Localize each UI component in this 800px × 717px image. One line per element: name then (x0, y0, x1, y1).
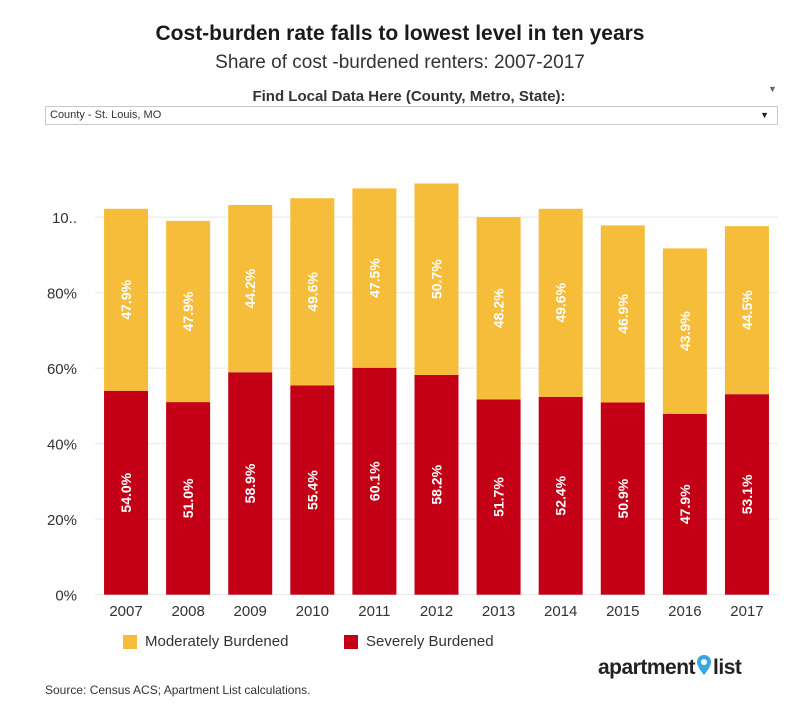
y-tick-label: 10.. (52, 210, 77, 227)
y-tick-label: 80% (47, 286, 77, 303)
bar-severe (662, 413, 707, 595)
data-label-moderate: 50.7% (429, 259, 445, 299)
data-label-severe: 58.9% (242, 463, 258, 503)
x-tick-label: 2008 (171, 603, 204, 620)
x-tick-label: 2010 (296, 603, 329, 620)
data-label-moderate: 48.2% (491, 288, 507, 328)
bar-moderate (228, 205, 273, 373)
data-label-severe: 50.9% (615, 478, 631, 518)
legend-label-severe: Severely Burdened (366, 633, 494, 650)
x-tick-label: 2009 (234, 603, 267, 620)
bar-moderate (166, 220, 211, 403)
chart-subtitle: Share of cost -burdened renters: 2007-20… (215, 52, 585, 73)
legend-item-severe[interactable]: Severely Burdened (344, 633, 494, 650)
location-select[interactable]: County - St. Louis, MO ▼ (45, 106, 778, 125)
x-tick-label: 2015 (606, 603, 639, 620)
data-label-severe: 51.0% (180, 478, 196, 518)
legend-swatch-moderate (123, 634, 137, 649)
bar-severe (414, 374, 459, 595)
x-tick-label: 2012 (420, 603, 453, 620)
data-label-moderate: 44.5% (739, 290, 755, 330)
stacked-bar-chart: 0% 20% 40% 60% 80% 10.. 54.0% 47.9% 2007 51.0% 47.… (47, 183, 778, 620)
data-label-moderate: 47.9% (118, 279, 134, 319)
bar-severe (228, 372, 273, 595)
bar-severe (538, 396, 583, 595)
x-tick-label: 2014 (544, 603, 577, 620)
data-label-severe: 53.1% (739, 474, 755, 514)
chart-title: Cost-burden rate falls to lowest level i… (155, 22, 645, 45)
bar-moderate (414, 183, 459, 375)
legend-item-moderate[interactable]: Moderately Burdened (123, 633, 288, 650)
x-tick-label: 2017 (730, 603, 763, 620)
data-label-severe: 52.4% (553, 475, 569, 515)
filter-menu-icon[interactable]: ▼ (768, 84, 777, 94)
bar-moderate (662, 248, 707, 414)
bar-moderate (104, 208, 149, 391)
bar-moderate (600, 225, 645, 403)
data-label-severe: 51.7% (491, 477, 507, 517)
location-select-value: County - St. Louis, MO (50, 109, 162, 121)
data-label-moderate: 44.2% (242, 268, 258, 308)
data-label-severe: 55.4% (304, 470, 320, 510)
legend-label-moderate: Moderately Burdened (145, 633, 289, 650)
bar-severe (600, 402, 645, 595)
x-tick-label: 2013 (482, 603, 515, 620)
bar-severe (104, 390, 149, 595)
data-label-moderate: 49.6% (304, 271, 320, 311)
y-tick-label: 40% (47, 437, 77, 454)
x-tick-label: 2007 (109, 603, 142, 620)
apartment-list-logo: apartment list (598, 654, 742, 682)
bar-severe (352, 367, 397, 595)
bar-severe (476, 399, 521, 595)
data-label-moderate: 43.9% (677, 311, 693, 351)
data-label-moderate: 49.6% (553, 282, 569, 322)
y-tick-label: 20% (47, 512, 77, 529)
data-label-moderate: 46.9% (615, 294, 631, 334)
data-label-severe: 47.9% (677, 484, 693, 524)
x-tick-label: 2011 (358, 603, 390, 620)
data-label-moderate: 47.5% (366, 258, 382, 298)
bar-severe (290, 385, 335, 595)
bar-moderate (290, 198, 335, 386)
logo-text-right: list (713, 656, 742, 679)
source-note: Source: Census ACS; Apartment List calcu… (45, 683, 311, 697)
y-tick-label: 60% (47, 361, 77, 378)
bar-severe (166, 402, 211, 595)
logo-text-left: apartment (598, 656, 696, 679)
filter-label: Find Local Data Here (County, Metro, Sta… (252, 88, 566, 105)
chevron-down-icon: ▼ (760, 110, 769, 120)
data-label-severe: 58.2% (429, 464, 445, 504)
bar-severe (724, 394, 769, 595)
data-label-severe: 60.1% (366, 461, 382, 501)
location-pin-icon (696, 654, 712, 682)
data-label-severe: 54.0% (118, 472, 134, 512)
x-tick-label: 2016 (668, 603, 701, 620)
bar-moderate (476, 217, 521, 400)
legend-swatch-severe (344, 634, 358, 649)
bar-moderate (352, 188, 397, 368)
data-label-moderate: 47.9% (180, 291, 196, 331)
bar-moderate (724, 226, 769, 395)
bar-moderate (538, 208, 583, 397)
y-tick-label: 0% (55, 588, 77, 605)
